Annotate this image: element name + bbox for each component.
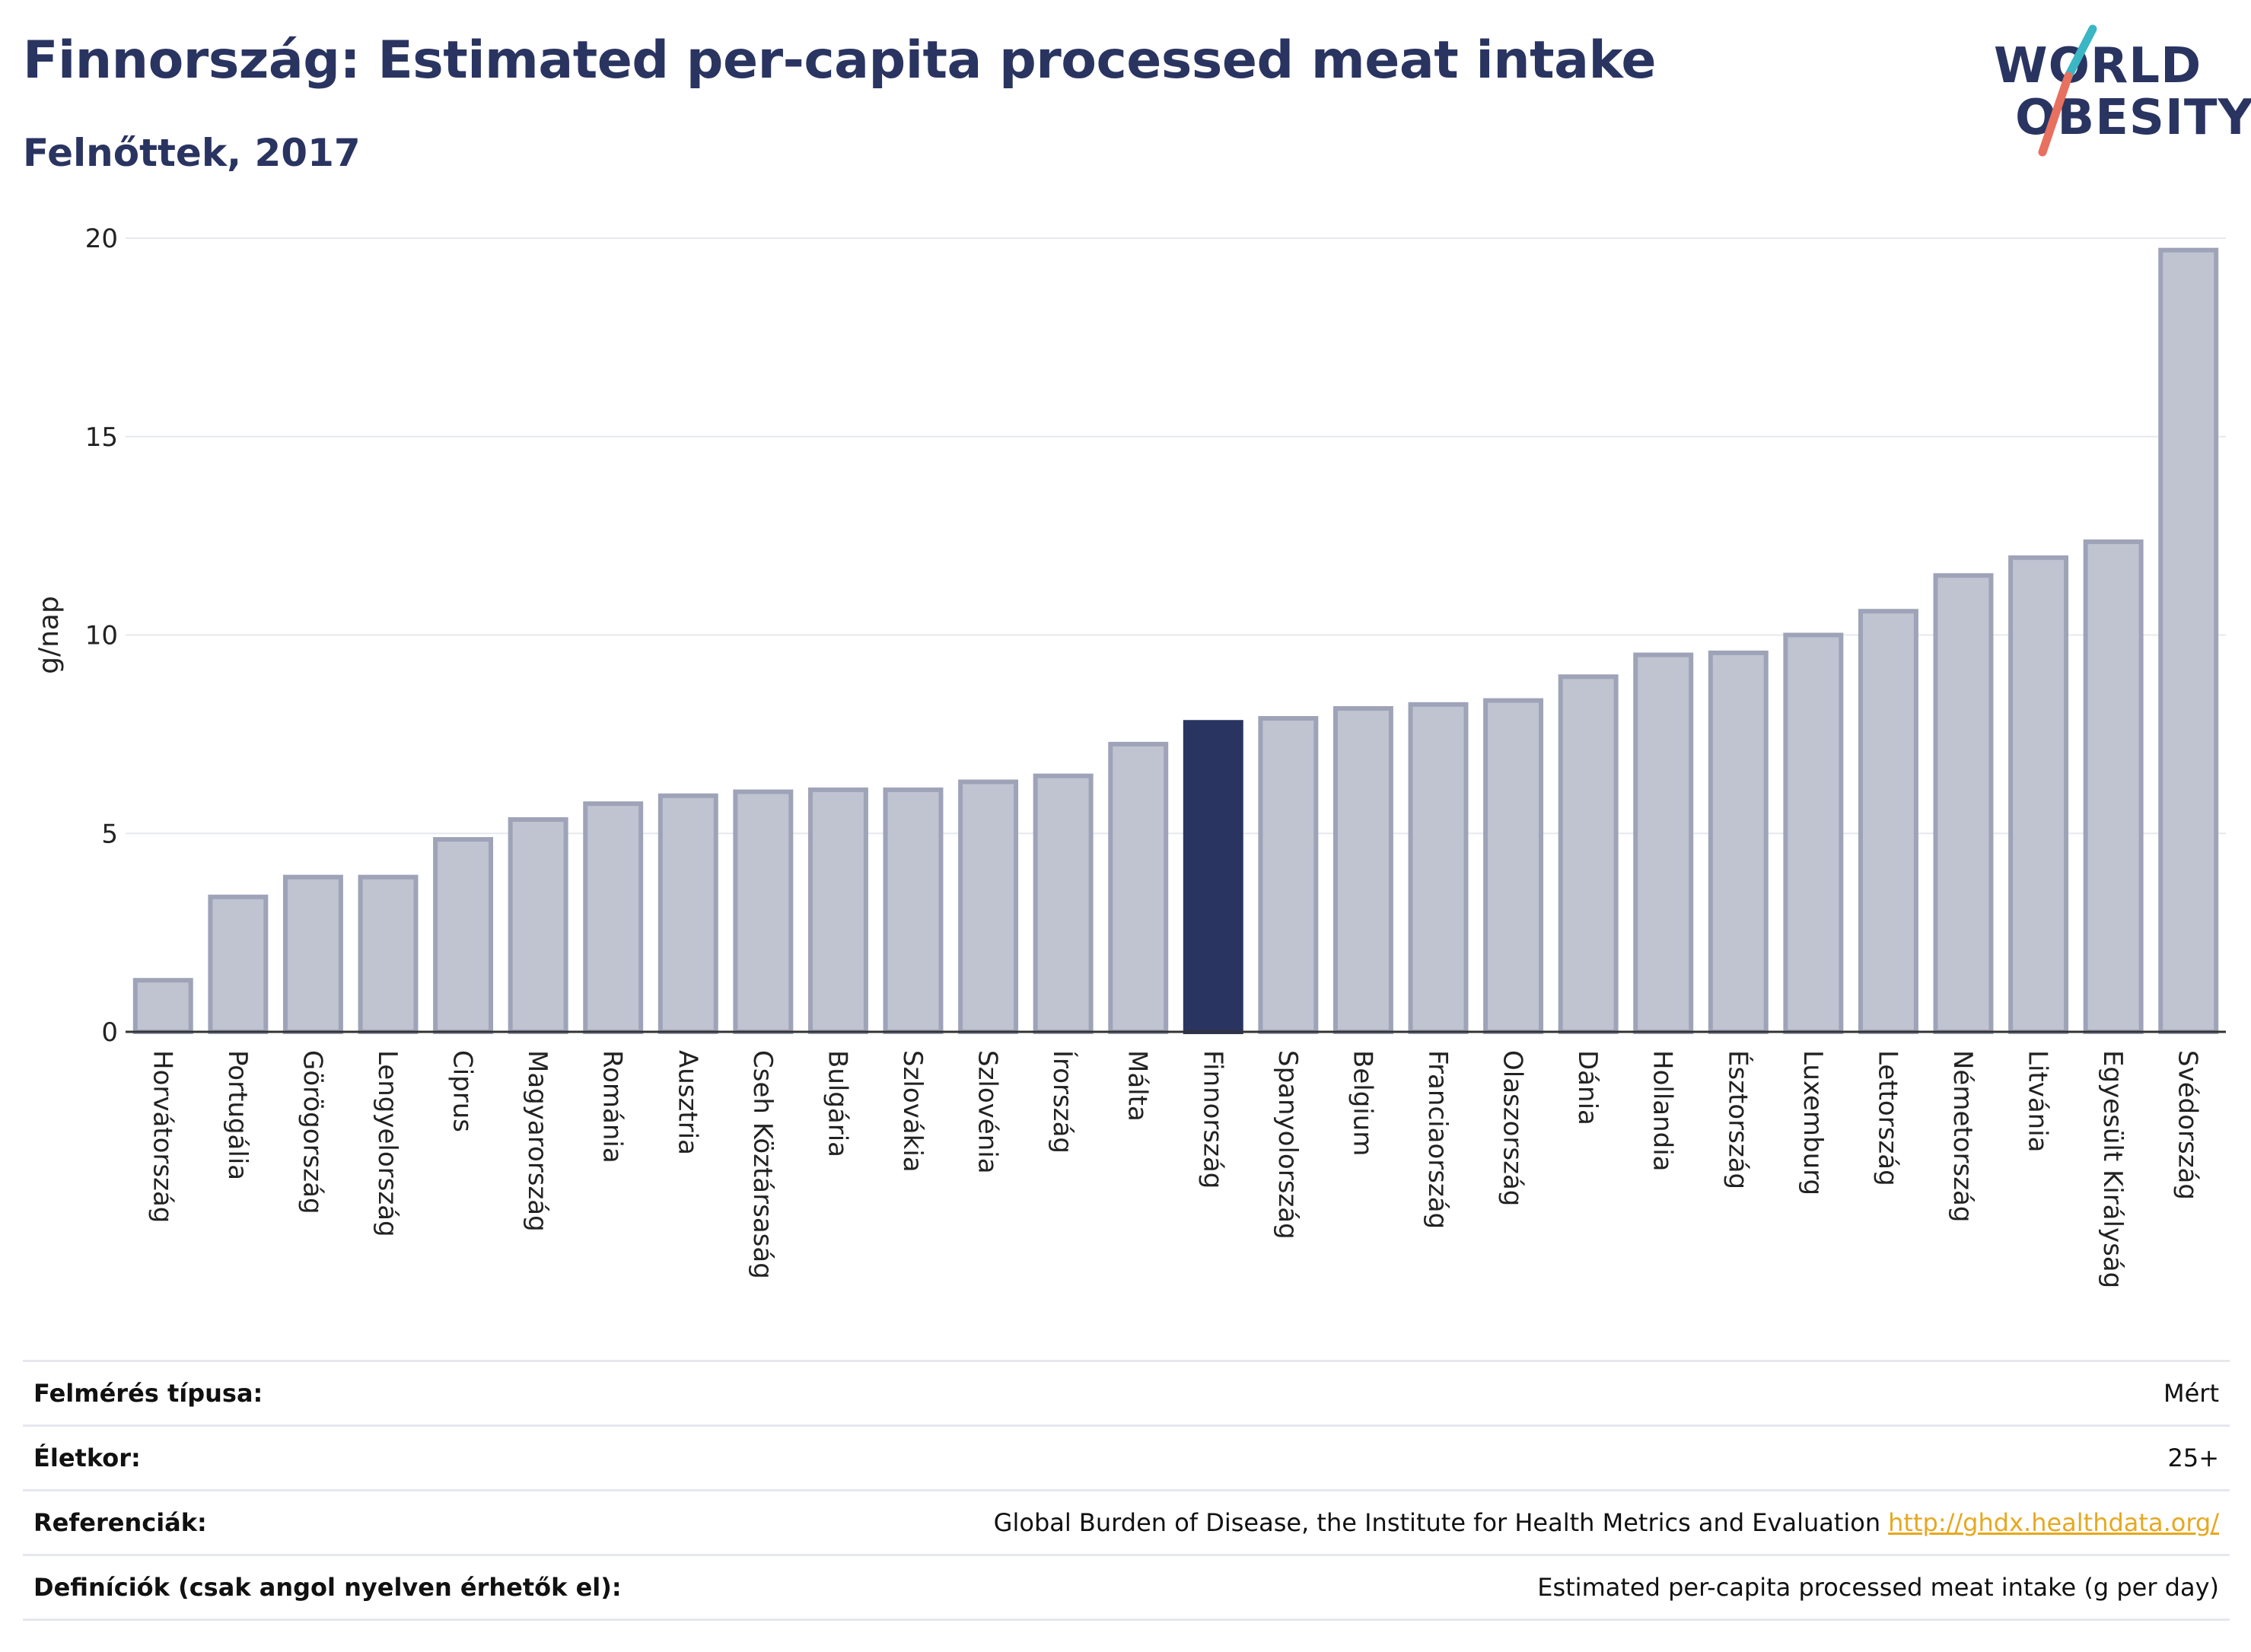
x-tick-label: Észtország: [1722, 1050, 1753, 1189]
bar: [733, 789, 794, 1034]
x-tick-label: Szlovákia: [897, 1050, 928, 1173]
bar: [1033, 773, 1094, 1034]
bar: [2083, 539, 2144, 1034]
bar: [208, 894, 269, 1034]
x-tick-label: Olaszország: [1498, 1050, 1528, 1206]
x-tick-label: Litvánia: [2023, 1050, 2053, 1153]
x-tick-label: Belgium: [1347, 1050, 1377, 1156]
x-tick-label: Hollandia: [1648, 1050, 1678, 1172]
x-tick-label: Bulgária: [822, 1050, 852, 1157]
bar: [1558, 674, 1619, 1034]
bar: [1332, 705, 1393, 1034]
bar: [1708, 650, 1769, 1035]
x-tick-label: Finnország: [1197, 1050, 1227, 1189]
bar: [1408, 702, 1469, 1034]
bar: [2008, 555, 2069, 1034]
y-tick-label: 20: [85, 224, 118, 254]
bar-chart: 0 5 10 15 20 g/nap Horvátország Portugália Görög…: [33, 224, 2226, 1288]
x-tick-label: Szlovénia: [973, 1050, 1003, 1174]
bar: [583, 801, 644, 1034]
x-tick-label: Görögország: [297, 1050, 327, 1214]
bar: [657, 793, 718, 1035]
bar: [1258, 716, 1319, 1034]
bar: [1108, 741, 1169, 1034]
logo-text-world: WORLD: [1994, 38, 2202, 94]
x-tick-label: Portugália: [222, 1050, 253, 1180]
chart-subtitle: Felnőttek, 2017: [23, 131, 361, 175]
x-tick-label: Németország: [1947, 1050, 1978, 1222]
meta-label: Definíciók (csak angol nyelven érhetők e…: [33, 1573, 622, 1602]
chart-title: Finnország: Estimated per-capita process…: [23, 30, 1657, 91]
bar: [433, 837, 494, 1035]
bar: [282, 874, 343, 1034]
meta-row-age: Életkor: 25+: [23, 1424, 2230, 1489]
meta-label: Felmérés típusa:: [33, 1379, 263, 1408]
meta-label: Életkor:: [33, 1444, 141, 1472]
x-tick-label: Egyesült Királyság: [2097, 1050, 2128, 1288]
bar: [1483, 698, 1544, 1034]
meta-value: Estimated per-capita processed meat inta…: [1537, 1573, 2219, 1602]
bar: [2158, 247, 2219, 1034]
meta-row-survey-type: Felmérés típusa: Mért: [23, 1360, 2230, 1424]
meta-label: Referenciák:: [33, 1508, 207, 1537]
bar: [883, 787, 944, 1034]
bar: [1858, 609, 1918, 1034]
x-tick-label: Lettország: [1872, 1050, 1902, 1186]
x-tick-label: Románia: [597, 1050, 628, 1163]
meta-value: Global Burden of Disease, the Institute …: [994, 1508, 2219, 1537]
meta-row-definitions: Definíciók (csak angol nyelven érhetők e…: [23, 1554, 2230, 1621]
y-tick-label: 5: [101, 819, 118, 849]
x-tick-label: Írország: [1047, 1050, 1078, 1154]
x-tick-label: Luxemburg: [1797, 1050, 1828, 1195]
x-tick-label: Cseh Köztársaság: [747, 1050, 778, 1279]
meta-value: Mért: [2163, 1379, 2219, 1408]
x-tick-label: Svédország: [2173, 1050, 2203, 1200]
meta-value: 25+: [2167, 1444, 2219, 1472]
meta-row-references: Referenciák: Global Burden of Disease, t…: [23, 1489, 2230, 1554]
x-tick-label: Dánia: [1572, 1050, 1603, 1125]
bar: [807, 787, 868, 1034]
bar: [1783, 632, 1844, 1034]
y-tick-label: 10: [85, 621, 118, 651]
metadata-table: Felmérés típusa: Mért Életkor: 25+ Refer…: [23, 1360, 2230, 1621]
x-tick-label: Magyarország: [522, 1050, 552, 1232]
x-tick-label: Franciaország: [1422, 1050, 1453, 1229]
x-tick-label: Ausztria: [672, 1050, 702, 1155]
reference-text: Global Burden of Disease, the Institute …: [993, 1508, 1881, 1537]
logo-slash-icon: [2038, 24, 2097, 157]
y-axis-title: g/nap: [33, 596, 65, 674]
reference-link[interactable]: http://ghdx.healthdata.org/: [1888, 1508, 2219, 1537]
bar: [132, 978, 193, 1034]
x-tick-label: Lengyelország: [372, 1050, 403, 1237]
bar: [508, 816, 568, 1034]
bar: [1633, 652, 1694, 1034]
bar: [1933, 573, 1994, 1034]
world-obesity-logo[interactable]: WORLD OBESITY: [1979, 23, 2251, 160]
x-tick-label: Horvátország: [147, 1050, 177, 1223]
y-tick-label: 15: [85, 422, 118, 453]
bar-highlighted: [1183, 720, 1243, 1034]
x-tick-label: Málta: [1122, 1050, 1153, 1122]
bar: [358, 874, 419, 1034]
bar: [958, 779, 1019, 1035]
x-tick-label: Ciprus: [447, 1050, 478, 1132]
x-tick-label: Spanyolország: [1272, 1050, 1303, 1240]
y-tick-label: 0: [101, 1017, 118, 1048]
